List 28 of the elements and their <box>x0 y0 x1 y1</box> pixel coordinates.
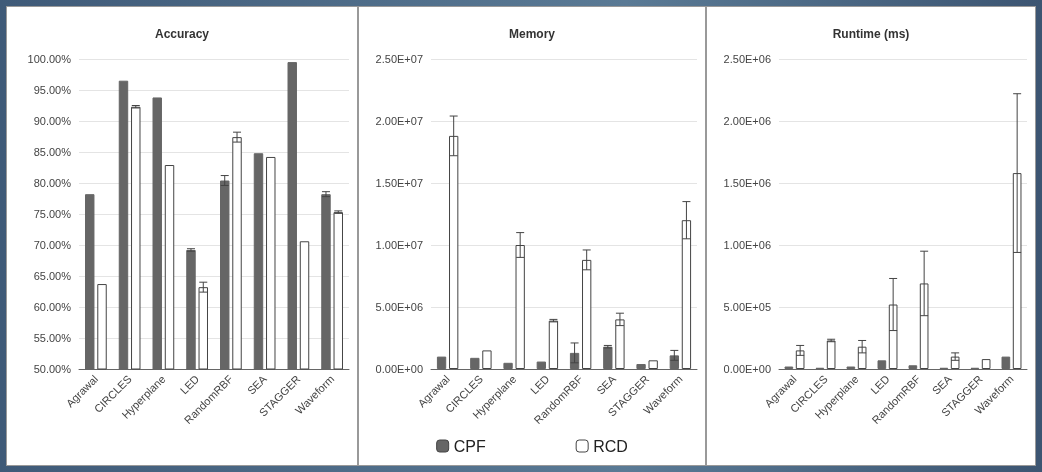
y-tick-label: 60.00% <box>33 301 72 313</box>
y-tick-label: 0.00E+00 <box>375 363 423 375</box>
y-tick-label: 5.00E+06 <box>375 301 423 313</box>
y-tick-label: 70.00% <box>33 239 72 251</box>
y-tick-label: 65.00% <box>33 270 72 282</box>
y-tick-label: 50.00% <box>33 363 72 375</box>
y-tick-label: 90.00% <box>33 115 72 127</box>
y-tick-label: 1.50E+07 <box>375 177 423 189</box>
y-tick-label: 2.50E+07 <box>375 53 423 65</box>
y-tick-label: 2.00E+06 <box>723 115 771 127</box>
y-tick-label: 1.00E+06 <box>723 239 771 251</box>
y-tick-label: 1.50E+06 <box>723 177 771 189</box>
y-tick-label: 2.00E+07 <box>375 115 423 127</box>
y-tick-label: 100.00% <box>27 53 72 65</box>
y-tick-label: 55.00% <box>33 332 72 344</box>
y-tick-label: 1.00E+07 <box>375 239 423 251</box>
chart-title: Runtime (ms) <box>832 27 910 41</box>
y-tick-label: 5.00E+05 <box>723 301 771 313</box>
y-tick-label: 2.50E+06 <box>723 53 771 65</box>
chart-title: Memory <box>508 27 556 41</box>
chart-title: Accuracy <box>154 27 210 41</box>
legend-label: RCD <box>593 437 628 455</box>
y-tick-label: 75.00% <box>33 208 72 220</box>
legend-label: CPF <box>453 437 486 455</box>
y-tick-label: 0.00E+00 <box>723 363 771 375</box>
y-tick-label: 95.00% <box>33 84 72 96</box>
y-tick-label: 80.00% <box>33 177 72 189</box>
y-tick-label: 85.00% <box>33 146 72 158</box>
